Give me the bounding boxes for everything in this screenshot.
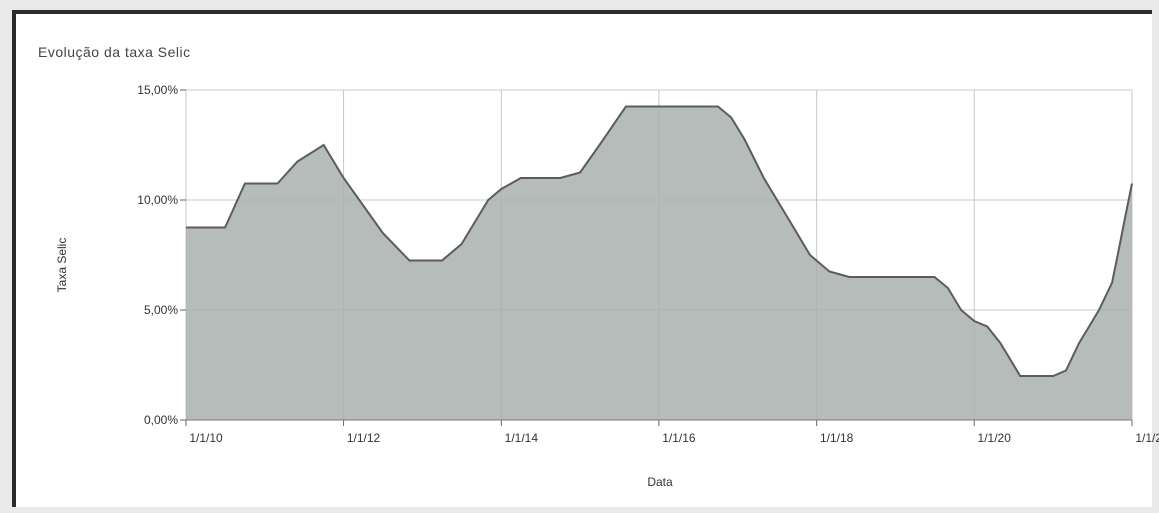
y-axis-label: Taxa Selic: [55, 238, 69, 293]
x-tick-label: 1/1/22: [1135, 431, 1159, 445]
axes: [180, 89, 1133, 426]
x-tick-label: 1/1/16: [662, 431, 696, 445]
x-tick-label: 1/1/14: [505, 431, 539, 445]
series-line: [186, 105, 1133, 377]
x-tick-label: 1/1/12: [347, 431, 381, 445]
x-tick-label: 1/1/18: [820, 431, 854, 445]
y-tick-label: 15,00%: [137, 83, 178, 97]
y-tick-label: 5,00%: [144, 303, 178, 317]
chart-title: Evolução da taxa Selic: [38, 44, 191, 60]
x-tick-labels: 1/1/10 1/1/12 1/1/14 1/1/16 1/1/18 1/1/20 1/1/…: [189, 431, 1159, 445]
x-tick-label: 1/1/10: [189, 431, 223, 445]
x-axis-label: Data: [647, 475, 673, 489]
y-tick-label: 0,00%: [144, 413, 178, 427]
y-tick-label: 10,00%: [137, 193, 178, 207]
y-tick-labels: 0,00% 5,00% 10,00% 15,00%: [137, 83, 178, 427]
series-area: [186, 106, 1132, 420]
x-tick-label: 1/1/20: [978, 431, 1012, 445]
